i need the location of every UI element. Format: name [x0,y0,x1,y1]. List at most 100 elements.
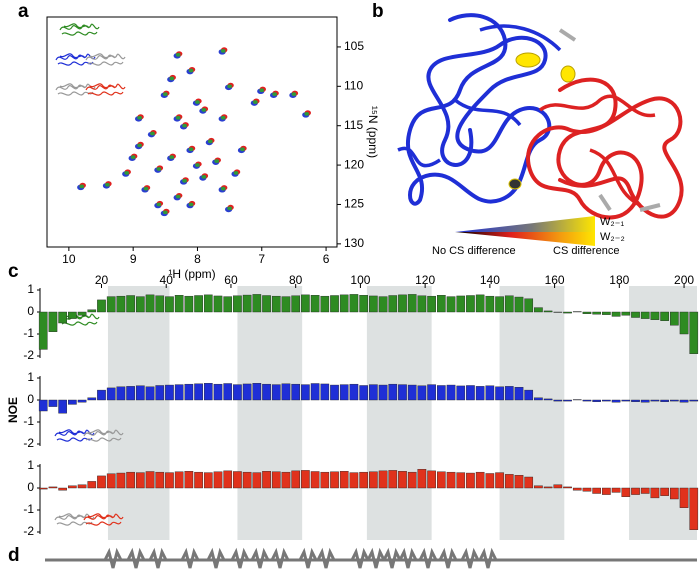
peak [237,145,247,154]
shaded-range [107,286,170,540]
bar [407,384,417,401]
bar [417,385,427,401]
bar [38,487,48,490]
bar [436,385,446,401]
bar [339,384,349,401]
y-tick-label: 0 [27,480,34,494]
helix [180,547,200,569]
bar [611,487,621,493]
bar [475,386,485,401]
bar [514,387,524,401]
bar [427,384,436,401]
helix [382,547,402,569]
peak-contour [240,147,245,152]
bar [504,474,514,489]
x-tick-label: 100 [350,273,370,287]
bar [223,383,233,401]
helix [148,547,168,569]
bar [466,472,475,489]
y-tick-label: 0 [27,304,34,318]
peak-contour [169,76,175,81]
helix [230,547,250,569]
bar [116,386,126,401]
peak-contour [195,100,200,104]
bar [689,399,699,402]
bar [679,311,689,335]
bar [145,294,155,313]
peak [134,141,144,150]
bar [650,487,660,499]
helix [298,547,318,569]
helix [418,547,438,569]
bar [77,399,87,403]
bar [330,384,339,401]
peak-contour [156,167,162,171]
bar [48,399,58,407]
bar [155,385,165,401]
bar [631,399,640,402]
bar [174,295,184,313]
bar [495,386,504,401]
helix [350,547,370,569]
x-tick-label: 6 [323,252,330,266]
peak-contour [188,68,194,73]
bar [58,487,67,491]
n-domain-ribbon [397,24,562,168]
bar [359,385,368,401]
helix [250,547,270,569]
peak [134,114,144,122]
bar [106,387,116,401]
y-tick-label: 130 [344,236,364,250]
bar [670,399,679,402]
bar [582,487,592,492]
bar [68,399,77,405]
bar [446,471,456,489]
linker [558,28,661,212]
peak [167,74,176,83]
bar [407,294,417,313]
bar [339,294,349,313]
peak-contour [188,147,194,152]
domain-icon [59,23,100,36]
x-tick-label: 20 [95,273,109,287]
bar [330,295,339,313]
peak-contour [124,171,130,175]
peak-contour [227,84,233,89]
bar [446,384,456,401]
bar [339,471,349,489]
bar [136,296,145,313]
bar [271,295,281,313]
bar [252,472,262,489]
helix [126,547,146,569]
peak [141,185,151,193]
peak [218,185,228,193]
shaded-range [499,286,565,540]
bar [330,471,339,489]
bar [97,299,106,313]
bar [203,294,213,313]
bar [485,385,495,401]
y-tick-label: -2 [23,524,34,538]
peak-contour [195,163,200,167]
y-tick-label: 0 [27,392,34,406]
x-tick-label: 140 [480,273,500,287]
bar [310,295,320,313]
peak-contour [227,206,233,211]
bar [58,399,67,414]
x-tick-label: 40 [160,273,174,287]
y-tick-label: 115 [344,118,363,132]
x-tick-label: 7 [258,252,265,266]
bar [184,295,194,313]
bar [611,399,621,403]
bar [650,311,660,320]
bar [602,399,611,402]
peak [160,90,170,98]
bar [223,470,233,489]
bar [68,311,77,319]
peak-contour [137,143,142,148]
peak [270,90,279,98]
bar [670,311,679,326]
bar [436,295,446,313]
peak-contour [182,123,188,128]
